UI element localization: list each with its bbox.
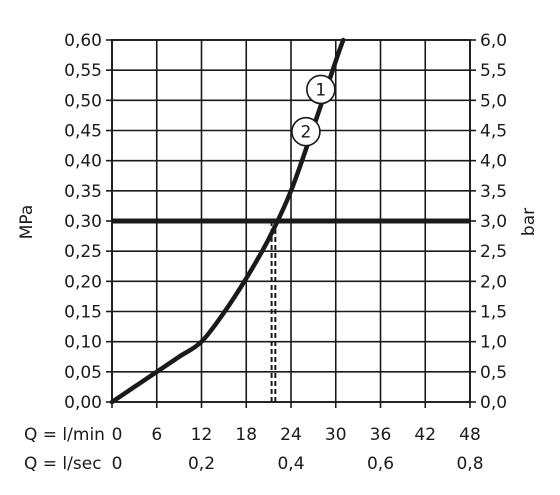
plot-border (111, 39, 471, 403)
x-tick-label: 6 (151, 425, 162, 445)
plot-frame (111, 39, 471, 403)
x-tick-label: 0,2 (188, 454, 215, 474)
x-axis-rows: Q = l/min 0 6 12 18 24 30 36 42 48 Q = l/sec 0 0,2 0,… (24, 425, 484, 474)
right-tick-label: 0,5 (480, 363, 507, 383)
x-row-label: Q = l/sec (24, 454, 102, 474)
left-axis-ticks: 0,00 0,05 0,10 0,15 0,20 0,25 0,30 0,35 0,40 0,45… (64, 31, 102, 413)
right-tick-label: 2,0 (480, 272, 507, 292)
x-row-label: Q = l/min (24, 425, 105, 445)
x-tick-label: 0,8 (456, 454, 483, 474)
left-tick-label: 0,40 (64, 152, 102, 172)
right-tick-label: 6,0 (480, 31, 507, 51)
x-tick-label: 36 (370, 425, 392, 445)
right-tick-label: 4,0 (480, 152, 507, 172)
series-line (109, 37, 346, 405)
curve-label-circle (291, 116, 321, 147)
left-tick-label: 0,45 (64, 122, 102, 142)
x-tick-label: 48 (459, 425, 481, 445)
right-tick-label: 5,0 (480, 91, 507, 111)
right-tick-label: 5,5 (480, 61, 507, 81)
left-tick-label: 0,05 (64, 363, 102, 383)
x-tick-label: 12 (191, 425, 213, 445)
curve-label-text: 1 (315, 80, 326, 100)
curve-label-text: 2 (301, 123, 312, 143)
left-axis-title: MPa (17, 205, 37, 240)
x-tick-label: 0 (112, 425, 123, 445)
right-tick-label: 3,0 (480, 212, 507, 232)
left-tick-label: 0,55 (64, 61, 102, 81)
right-tick-label: 3,5 (480, 182, 507, 202)
x-tick-label: 0 (112, 454, 123, 474)
left-tick-label: 0,60 (64, 31, 102, 51)
right-tick-label: 1,0 (480, 333, 507, 353)
right-tick-label: 4,5 (480, 122, 507, 142)
x-tick-label: 0,6 (367, 454, 394, 474)
x-tick-label: 30 (325, 425, 347, 445)
left-tick-label: 0,15 (64, 303, 102, 323)
series-group (109, 37, 346, 405)
curve-label-circle (306, 74, 336, 105)
x-tick-label: 42 (414, 425, 436, 445)
x-tick-label: 18 (235, 425, 257, 445)
right-tick-label: 1,5 (480, 303, 507, 323)
right-tick-label: 2,5 (480, 242, 507, 262)
x-tick-label: 24 (280, 425, 302, 445)
right-axis-ticks: 0,0 0,5 1,0 1,5 2,0 2,5 3,0 3,5 4,0 4,5 5,0 5,5 6,0 (480, 31, 507, 413)
curve-markers: 12 (291, 74, 336, 147)
left-tick-label: 0,00 (64, 393, 102, 413)
left-tick-label: 0,35 (64, 182, 102, 202)
x-tick-label: 0,4 (277, 454, 304, 474)
left-tick-label: 0,50 (64, 91, 102, 111)
dashed-markers (270, 221, 277, 402)
left-tick-label: 0,20 (64, 272, 102, 292)
right-axis-title: bar (519, 208, 539, 236)
left-tick-label: 0,10 (64, 333, 102, 353)
left-tick-label: 0,25 (64, 242, 102, 262)
left-tick-label: 0,30 (64, 212, 102, 232)
right-tick-label: 0,0 (480, 393, 507, 413)
